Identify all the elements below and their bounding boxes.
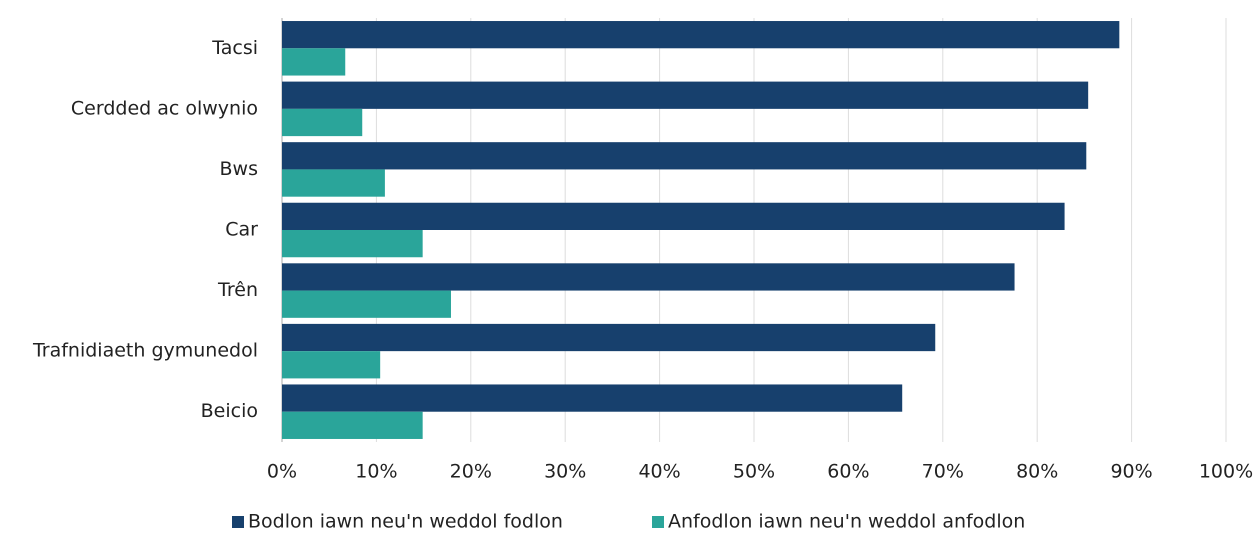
bar <box>282 169 385 197</box>
bar <box>282 230 423 258</box>
x-tick-label: 90% <box>1110 461 1152 483</box>
x-tick-label: 70% <box>922 461 964 483</box>
bar <box>282 48 346 76</box>
bar <box>282 202 1065 230</box>
y-tick-label: Trên <box>217 279 258 301</box>
y-tick-label: Beicio <box>201 400 258 422</box>
bar <box>282 142 1087 170</box>
x-tick-label: 80% <box>1016 461 1058 483</box>
y-tick-label: Trafnidiaeth gymunedol <box>32 340 258 362</box>
x-tick-label: 0% <box>267 461 297 483</box>
bar <box>282 384 903 412</box>
x-tick-label: 40% <box>638 461 680 483</box>
x-tick-label: 50% <box>733 461 775 483</box>
legend-label: Bodlon iawn neu'n weddol fodlon <box>248 511 563 533</box>
y-tick-label: Bws <box>220 158 258 180</box>
bar <box>282 263 1015 291</box>
bar <box>282 290 451 318</box>
x-tick-label: 100% <box>1199 461 1253 483</box>
bar <box>282 81 1089 109</box>
x-tick-label: 20% <box>450 461 492 483</box>
legend-swatch <box>232 516 244 528</box>
bar <box>282 323 936 352</box>
bar <box>282 108 363 137</box>
bar <box>282 21 1120 49</box>
y-tick-label: Car <box>225 219 258 241</box>
bar <box>282 411 423 439</box>
y-tick-label: Cerdded ac olwynio <box>71 97 258 119</box>
bar <box>282 351 381 379</box>
legend-label: Anfodlon iawn neu'n weddol anfodlon <box>668 511 1025 533</box>
legend-swatch <box>652 516 664 528</box>
y-tick-label: Tacsi <box>211 37 258 59</box>
x-tick-label: 60% <box>827 461 869 483</box>
x-tick-label: 30% <box>544 461 586 483</box>
x-tick-label: 10% <box>355 461 397 483</box>
